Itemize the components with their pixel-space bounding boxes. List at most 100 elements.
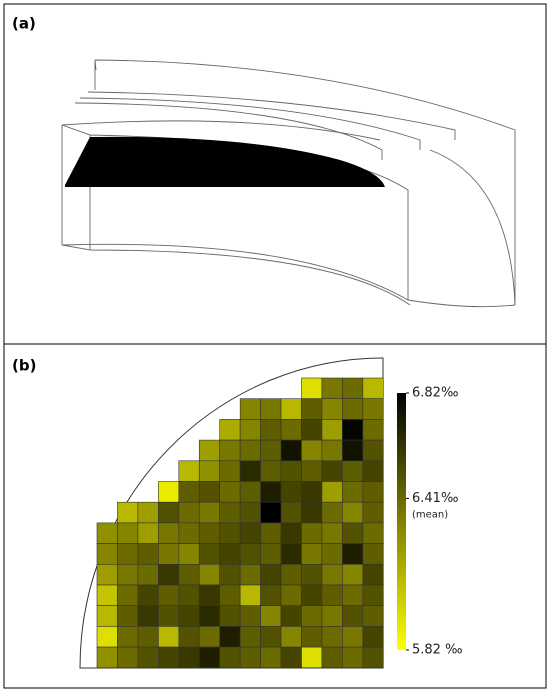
heatmap-cell — [362, 377, 384, 400]
heatmap-cell — [158, 543, 180, 565]
heatmap-cell — [362, 605, 384, 627]
heatmap-cell — [301, 563, 323, 586]
heatmap-cell — [219, 481, 241, 503]
heatmap-cell — [158, 605, 180, 627]
heatmap-cell — [198, 460, 221, 482]
heatmap-cell — [96, 605, 118, 627]
heatmap-cell — [178, 584, 200, 607]
heatmap-cell — [239, 398, 261, 420]
heatmap-cell — [342, 626, 364, 648]
heatmap-cell — [198, 584, 221, 607]
heatmap-cell — [137, 563, 159, 586]
heatmap-cell — [321, 584, 343, 607]
heatmap-cell — [219, 501, 241, 524]
heatmap-cell — [137, 626, 159, 648]
heatmap-cell — [280, 563, 302, 586]
heatmap-cell — [96, 584, 118, 607]
heatmap-cell — [301, 646, 323, 669]
heatmap-cell — [198, 626, 221, 648]
heatmap-cell — [158, 522, 180, 544]
heatmap-cell — [280, 481, 302, 503]
heatmap-cell — [321, 377, 343, 400]
heatmap-cell — [178, 605, 200, 627]
heatmap-cell — [137, 646, 159, 669]
colorbar — [397, 393, 406, 650]
heatmap-cell — [178, 563, 200, 586]
heatmap-cell — [239, 419, 261, 441]
heatmap-cell — [198, 605, 221, 627]
heatmap-cell — [117, 522, 139, 544]
heatmap-cell — [342, 419, 364, 441]
heatmap-cell — [362, 584, 384, 607]
heatmap-cell — [178, 481, 200, 503]
heatmap-cell — [301, 481, 323, 503]
heatmap-cell — [321, 398, 343, 420]
heatmap-cell — [137, 501, 159, 524]
heatmap-cell — [178, 543, 200, 565]
heatmap-cell — [362, 501, 384, 524]
heatmap-cell — [321, 543, 343, 565]
heatmap-cell — [239, 543, 261, 565]
heatmap-cell — [280, 460, 302, 482]
heatmap-cell — [198, 481, 221, 503]
panel-label: (b) — [12, 357, 36, 375]
heatmap-cell — [280, 439, 302, 462]
particle-bed — [65, 136, 385, 187]
heatmap-cell — [342, 646, 364, 669]
heatmap-cell — [280, 522, 302, 544]
heatmap-cell — [280, 646, 302, 669]
heatmap-cell — [321, 419, 343, 441]
heatmap-cell — [342, 543, 364, 565]
panel-frame — [3, 343, 547, 689]
heatmap-cell — [219, 626, 241, 648]
heatmap-cell — [280, 626, 302, 648]
heatmap-cell — [219, 584, 241, 607]
heatmap-cell — [178, 646, 200, 669]
heatmap-cell — [198, 543, 221, 565]
heatmap-cell — [219, 605, 241, 627]
heatmap-cell — [280, 501, 302, 524]
colorbar-label: 5.82 ‰ — [412, 643, 463, 658]
heatmap-cell — [198, 563, 221, 586]
heatmap-cell — [342, 377, 364, 400]
heatmap-cell — [321, 605, 343, 627]
heatmap-cell — [260, 501, 282, 524]
heatmap-cell — [260, 605, 282, 627]
heatmap-cell — [117, 646, 139, 669]
domain-outline — [79, 357, 384, 669]
heatmap-cell — [301, 419, 323, 441]
heatmap-cell — [342, 398, 364, 420]
heatmap-cell — [239, 460, 261, 482]
heatmap-cell — [260, 522, 282, 544]
heatmap-cell — [260, 481, 282, 503]
heatmap-cell — [158, 626, 180, 648]
heatmap-cell — [280, 543, 302, 565]
heatmap-cell — [117, 605, 139, 627]
heatmap-cell — [219, 563, 241, 586]
heatmap-cell — [239, 563, 261, 586]
heatmap-cell — [280, 419, 302, 441]
heatmap-cell — [362, 398, 384, 420]
heatmap-cell — [137, 543, 159, 565]
heatmap-cell — [260, 439, 282, 462]
heatmap-cell — [260, 460, 282, 482]
heatmap-cell — [137, 584, 159, 607]
heatmap-cell — [239, 481, 261, 503]
heatmap-cell — [260, 646, 282, 669]
heatmap-cell — [321, 460, 343, 482]
heatmap-cell — [239, 501, 261, 524]
heatmap-cell — [198, 646, 221, 669]
heatmap-cell — [260, 543, 282, 565]
heatmap-cell — [342, 481, 364, 503]
geometry-drawing — [61, 59, 516, 308]
heatmap-cell — [137, 605, 159, 627]
heatmap-cell — [362, 481, 384, 503]
heatmap-cell — [158, 584, 180, 607]
heatmap-cell — [342, 563, 364, 586]
heatmap-cell — [301, 584, 323, 607]
heatmap-cell — [342, 584, 364, 607]
heatmap-cell — [239, 646, 261, 669]
heatmap-cell — [219, 646, 241, 669]
heatmap-cell — [117, 543, 139, 565]
